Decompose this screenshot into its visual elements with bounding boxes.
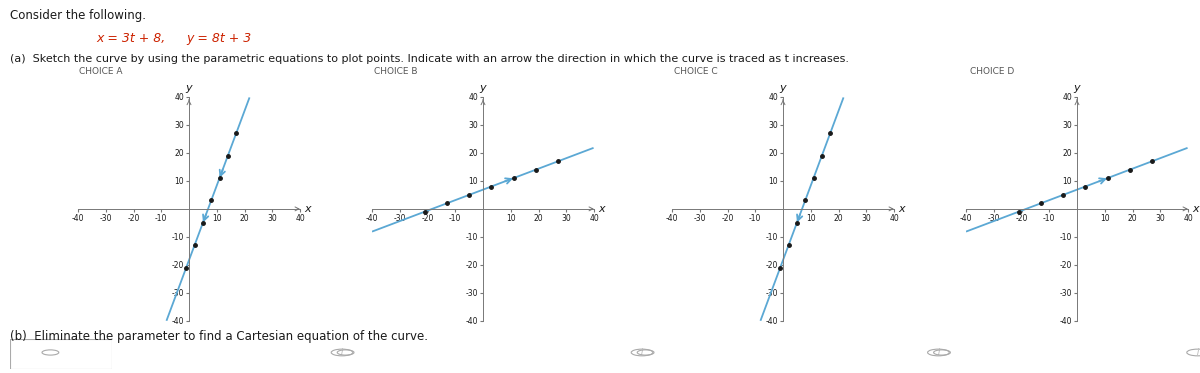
- Text: CHOICE B: CHOICE B: [374, 68, 418, 76]
- Text: i: i: [641, 348, 643, 357]
- Text: x: x: [599, 204, 605, 214]
- Text: (b)  Eliminate the parameter to find a Cartesian equation of the curve.: (b) Eliminate the parameter to find a Ca…: [10, 330, 427, 343]
- Text: i: i: [341, 348, 343, 357]
- Text: Consider the following.: Consider the following.: [10, 9, 145, 22]
- Text: (a)  Sketch the curve by using the parametric equations to plot points. Indicate: (a) Sketch the curve by using the parame…: [10, 54, 848, 64]
- Text: CHOICE D: CHOICE D: [970, 68, 1014, 76]
- Text: y: y: [1074, 82, 1080, 93]
- Text: y: y: [186, 82, 192, 93]
- Text: i: i: [1196, 348, 1199, 357]
- Text: y: y: [480, 82, 486, 93]
- Text: i: i: [937, 348, 940, 357]
- Text: x: x: [1193, 204, 1199, 214]
- Text: x: x: [899, 204, 905, 214]
- Text: y: y: [780, 82, 786, 93]
- Text: CHOICE C: CHOICE C: [674, 68, 718, 76]
- Text: x: x: [305, 204, 311, 214]
- Text: CHOICE A: CHOICE A: [79, 68, 122, 76]
- Text: y = 8t + 3: y = 8t + 3: [186, 32, 251, 45]
- Text: x = 3t + 8,: x = 3t + 8,: [96, 32, 166, 45]
